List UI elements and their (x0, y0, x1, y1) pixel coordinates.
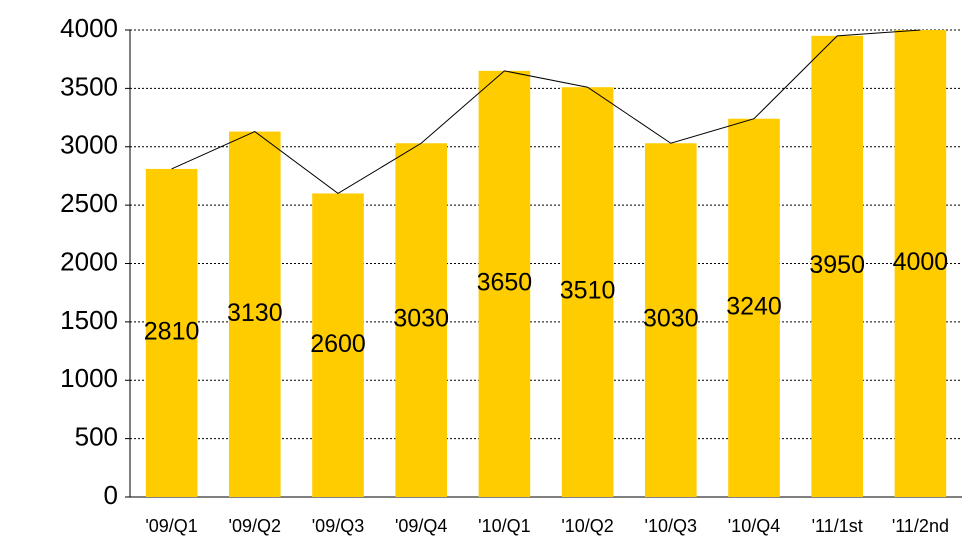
bar (229, 131, 281, 497)
y-tick-label: 2000 (60, 246, 118, 276)
x-tick-label: '09/Q1 (145, 516, 197, 536)
data-label: 3510 (560, 277, 616, 305)
data-label: 3950 (809, 251, 865, 279)
x-tick-label: '10/Q1 (478, 516, 530, 536)
x-tick-label: '11/2nd (892, 516, 949, 536)
y-tick-label: 4000 (60, 13, 118, 43)
data-label: 3130 (227, 299, 283, 327)
data-label: 2600 (310, 330, 366, 358)
y-tick-label: 0 (104, 480, 118, 510)
y-tick-label: 1500 (60, 305, 118, 335)
bar (312, 193, 364, 497)
data-label: 3650 (477, 269, 533, 297)
x-tick-label: '10/Q4 (728, 516, 780, 536)
bar (395, 143, 447, 497)
data-label: 2810 (144, 318, 200, 346)
trend-line (171, 29, 921, 195)
bar (894, 30, 947, 497)
y-tick-label: 3500 (60, 71, 118, 101)
y-tick-label: 3000 (60, 130, 118, 160)
bar (728, 118, 780, 497)
bar (811, 35, 863, 498)
y-tick-label: 500 (75, 422, 118, 452)
data-label: 3030 (393, 305, 449, 333)
y-tick-label: 2500 (60, 188, 118, 218)
bar (145, 168, 198, 497)
x-tick-label: '09/Q4 (395, 516, 447, 536)
data-label: 4000 (893, 248, 949, 276)
x-tick-label: '10/Q3 (645, 516, 697, 536)
bar (478, 70, 531, 498)
y-tick-label: 1000 (60, 363, 118, 393)
bar (561, 87, 614, 498)
bar (645, 143, 697, 497)
x-tick-label: '11/1st (812, 516, 863, 536)
data-label: 3240 (726, 292, 782, 320)
x-tick-label: '10/Q2 (561, 516, 613, 536)
data-label: 3030 (643, 305, 699, 333)
x-tick-label: '09/Q3 (312, 516, 364, 536)
x-tick-label: '09/Q2 (229, 516, 281, 536)
